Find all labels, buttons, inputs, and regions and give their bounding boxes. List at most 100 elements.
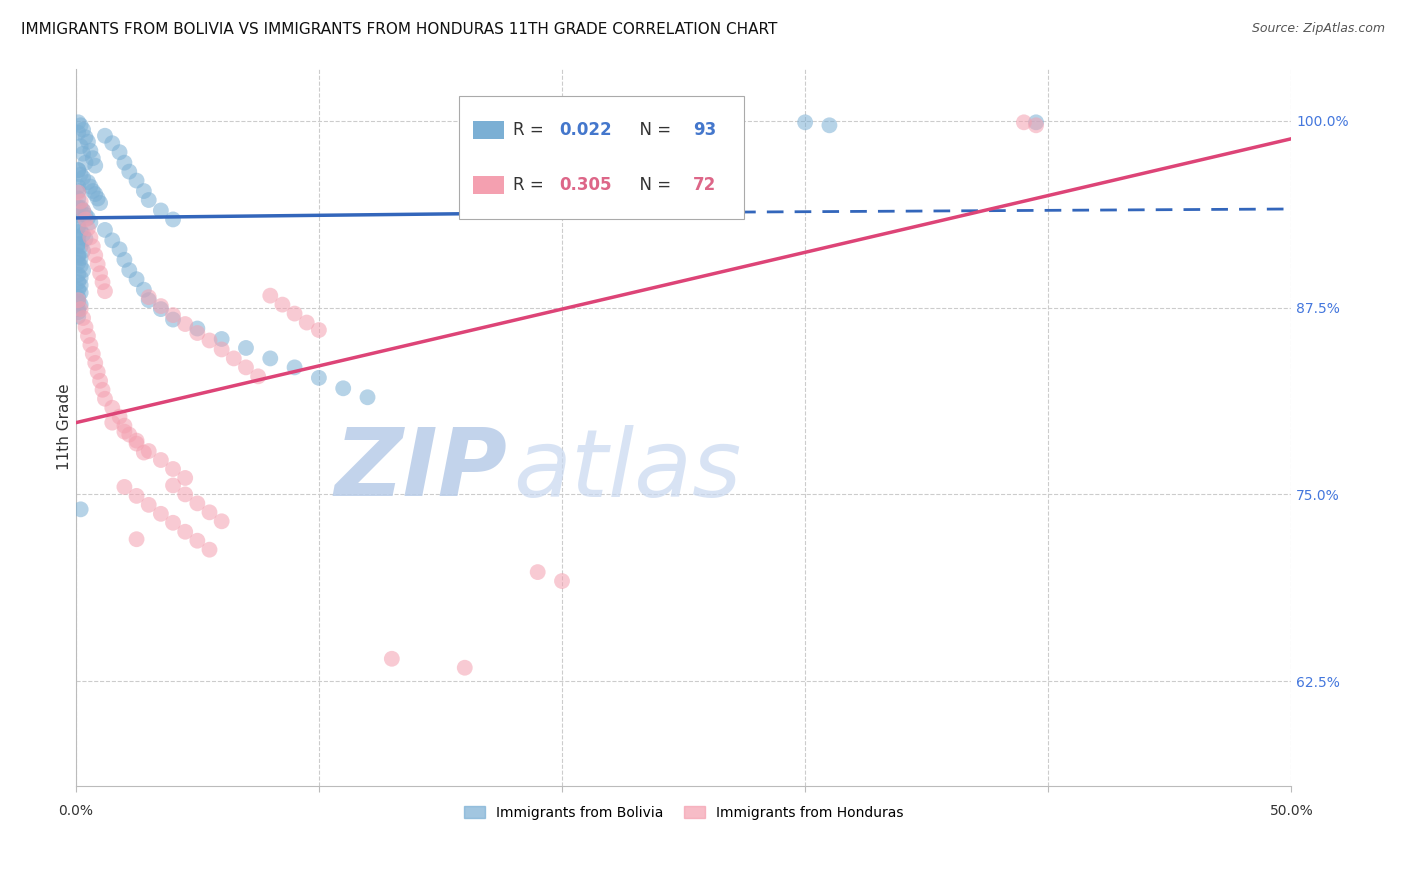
Point [198, 505, 221, 519]
Text: ZIP: ZIP [335, 425, 508, 516]
Point [108, 243, 131, 257]
Point [149, 299, 172, 313]
FancyBboxPatch shape [458, 95, 744, 219]
Point [69, 502, 91, 516]
Point [235, 360, 257, 375]
Point [174, 471, 197, 485]
Point [284, 360, 307, 375]
Point [72, 170, 94, 185]
Point [118, 164, 141, 178]
Point [1025, 115, 1047, 129]
Point [67, 201, 90, 215]
Point [108, 409, 131, 424]
Point [82, 151, 104, 165]
Point [79, 230, 101, 244]
Point [162, 478, 184, 492]
Point [82, 347, 104, 361]
Point [381, 652, 404, 666]
Point [94, 223, 117, 237]
Point [67, 219, 90, 233]
Point [67, 302, 90, 317]
Text: R =: R = [513, 176, 550, 194]
Point [75, 232, 97, 246]
Point [186, 496, 208, 510]
Point [235, 341, 257, 355]
Point [162, 212, 184, 227]
Point [69, 270, 91, 285]
Point [162, 516, 184, 530]
Point [125, 434, 148, 448]
Point [84, 159, 107, 173]
Point [77, 135, 100, 149]
Point [72, 244, 94, 258]
Point [67, 186, 90, 200]
Point [186, 321, 208, 335]
Point [101, 401, 124, 415]
Point [149, 203, 172, 218]
Point [1012, 115, 1035, 129]
Point [356, 390, 378, 404]
Point [198, 334, 221, 348]
Point [721, 115, 744, 129]
Text: 0.305: 0.305 [560, 176, 612, 194]
Point [84, 248, 107, 262]
Point [69, 285, 91, 300]
Text: IMMIGRANTS FROM BOLIVIA VS IMMIGRANTS FROM HONDURAS 11TH GRADE CORRELATION CHART: IMMIGRANTS FROM BOLIVIA VS IMMIGRANTS FR… [21, 22, 778, 37]
Point [162, 462, 184, 476]
Text: N =: N = [628, 176, 676, 194]
Point [125, 272, 148, 286]
Point [198, 542, 221, 557]
Point [67, 163, 90, 178]
Point [69, 302, 91, 317]
Point [91, 383, 114, 397]
Point [67, 179, 90, 194]
Bar [474, 121, 503, 139]
Point [67, 256, 90, 270]
Point [82, 239, 104, 253]
Point [67, 268, 90, 282]
Point [79, 144, 101, 158]
Point [149, 302, 172, 317]
Point [259, 351, 281, 366]
Point [138, 293, 160, 307]
Text: Source: ZipAtlas.com: Source: ZipAtlas.com [1251, 22, 1385, 36]
Point [69, 139, 91, 153]
Point [112, 155, 135, 169]
Point [75, 208, 97, 222]
Point [69, 224, 91, 238]
Point [82, 184, 104, 198]
Point [72, 227, 94, 242]
Point [67, 219, 90, 234]
Text: 0.0%: 0.0% [58, 804, 93, 818]
Point [67, 283, 90, 297]
Point [526, 565, 548, 579]
Point [79, 179, 101, 194]
Point [332, 381, 354, 395]
Point [89, 374, 111, 388]
Point [67, 237, 90, 252]
Point [454, 661, 477, 675]
Point [69, 278, 91, 293]
Point [112, 425, 135, 439]
Point [211, 343, 233, 357]
Point [112, 418, 135, 433]
Point [72, 311, 94, 326]
Point [211, 332, 233, 346]
Point [125, 436, 148, 450]
Point [67, 208, 90, 222]
Point [67, 294, 90, 309]
Point [86, 192, 108, 206]
Point [69, 201, 91, 215]
Point [211, 514, 233, 528]
Point [174, 317, 197, 331]
Point [247, 369, 270, 384]
Point [77, 211, 100, 225]
Point [89, 266, 111, 280]
Point [67, 192, 90, 206]
Point [222, 351, 245, 366]
Text: 0.022: 0.022 [560, 121, 612, 139]
Point [67, 310, 90, 324]
Point [138, 498, 160, 512]
Point [259, 288, 281, 302]
Point [67, 230, 90, 244]
